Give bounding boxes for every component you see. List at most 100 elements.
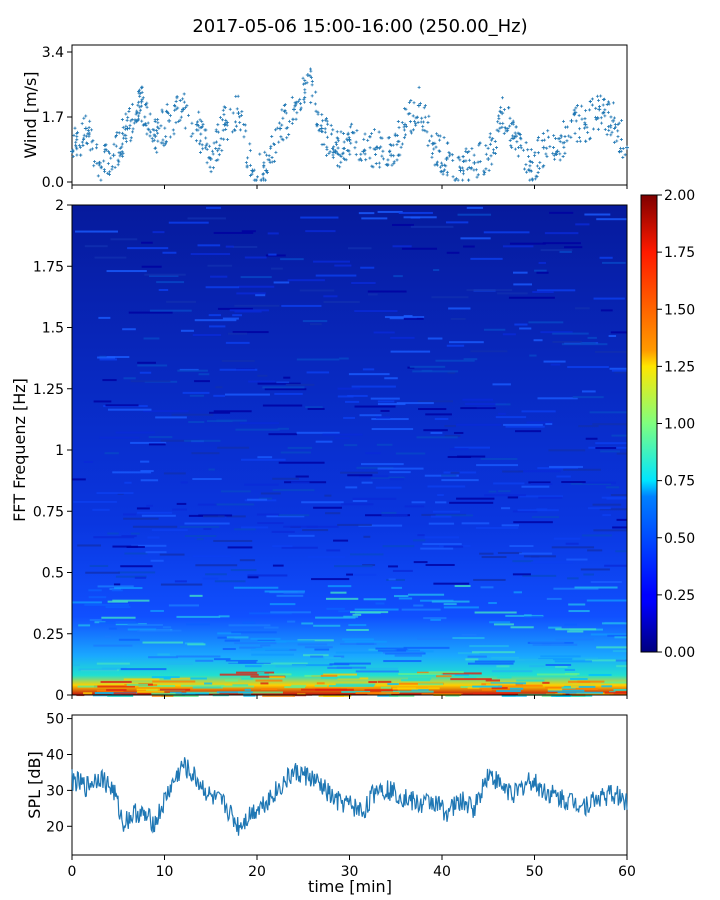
wind-texture-point <box>97 161 101 165</box>
spectrogram-streak <box>599 256 613 259</box>
spectrogram-streak <box>502 333 516 336</box>
spectrogram-streak <box>112 545 139 548</box>
wind-texture-point <box>409 131 413 135</box>
wind-texture-point <box>504 127 508 131</box>
spectrogram-streak <box>553 537 581 540</box>
spectrogram-streak <box>607 634 627 637</box>
spectrogram-streak <box>205 286 240 289</box>
spectrogram-streak <box>382 651 424 654</box>
spectrogram-streak <box>568 610 590 613</box>
spectrogram-streak <box>577 680 605 683</box>
spectrogram-streak <box>104 452 119 455</box>
wind-texture-point <box>90 147 94 151</box>
wind-texture-point <box>209 170 213 174</box>
wind-texture-point <box>349 141 353 145</box>
spectrogram-streak <box>540 331 573 334</box>
wind-texture-point <box>228 107 232 111</box>
wind-texture-point <box>609 123 613 127</box>
spectrogram-streak <box>408 593 445 596</box>
spectrogram-streak <box>270 267 283 270</box>
spectrogram-streak <box>470 350 508 353</box>
spectrogram-streak <box>217 636 235 639</box>
spectrogram-streak <box>616 452 627 455</box>
wind-texture-point <box>103 170 107 174</box>
spectrogram-streak <box>230 569 257 572</box>
wind-texture-point <box>133 118 137 122</box>
spectrogram-streak <box>123 678 160 681</box>
wind-data-point <box>305 72 310 77</box>
spectrogram-streak <box>563 468 601 471</box>
spectrogram-streak <box>530 482 553 485</box>
spectrogram-streak <box>606 497 627 500</box>
wind-texture-point <box>341 152 345 156</box>
spectrogram-streak <box>512 271 528 274</box>
wind-texture-point <box>445 173 449 177</box>
spectrogram-streak <box>536 673 577 676</box>
wind-texture-point <box>201 147 205 151</box>
spectrogram-streak <box>457 213 492 216</box>
spectrogram-streak <box>594 350 627 353</box>
spectrogram-streak <box>460 407 496 410</box>
spectrogram-streak <box>224 679 239 682</box>
spectrogram-streak <box>334 437 350 440</box>
wind-texture-point <box>386 163 390 167</box>
wind-texture-point <box>107 172 111 176</box>
wind-texture-point <box>331 153 335 157</box>
wind-texture-point <box>584 109 588 113</box>
wind-texture-point <box>428 139 432 143</box>
wind-texture-point <box>338 165 342 169</box>
spectrogram-streak <box>502 470 524 473</box>
wind-texture-point <box>461 169 465 173</box>
wind-texture-point <box>461 172 465 176</box>
spectrogram-streak <box>433 582 470 585</box>
spl-x-tick-label: 0 <box>68 864 77 880</box>
spectrogram-streak <box>214 503 255 506</box>
spectrogram-streak <box>127 624 163 627</box>
wind-texture-point <box>451 158 455 162</box>
wind-texture-point <box>614 125 618 129</box>
spectrogram-streak <box>256 661 274 664</box>
spectrogram-streak <box>581 390 596 393</box>
wind-texture-point <box>425 130 429 134</box>
wind-texture-point <box>444 164 448 168</box>
wind-texture-point <box>184 106 188 110</box>
wind-texture-point <box>509 144 513 148</box>
spectrogram-streak <box>428 522 455 525</box>
spectrogram-streak <box>270 611 311 614</box>
wind-texture-point <box>467 165 471 169</box>
wind-texture-point <box>117 131 121 135</box>
wind-texture-point <box>551 151 555 155</box>
spectrogram-streak <box>136 688 160 691</box>
wind-texture-point <box>474 168 478 172</box>
colorbar-tick-label: 1.50 <box>664 302 695 318</box>
wind-texture-point <box>156 139 160 143</box>
spectrogram-streak <box>159 553 185 556</box>
wind-texture-point <box>207 155 211 159</box>
spectrogram-streak <box>105 404 139 407</box>
spectrogram-streak <box>538 496 563 499</box>
wind-texture-point <box>255 175 259 179</box>
spectrogram-streak <box>450 471 460 474</box>
spectrogram-streak <box>297 643 328 646</box>
wind-texture-point <box>601 103 605 107</box>
spectrogram-streak <box>346 628 369 631</box>
spectrogram-streak <box>194 319 237 322</box>
wind-texture-point <box>320 113 324 117</box>
wind-texture-point <box>419 120 423 124</box>
wind-texture-point <box>500 125 504 129</box>
wind-texture-point <box>347 136 351 140</box>
wind-texture-point <box>426 144 430 148</box>
wind-texture-point <box>513 147 517 151</box>
spectrogram-streak <box>444 425 456 428</box>
spectrogram-streak <box>322 433 363 436</box>
wind-texture-point <box>423 104 427 108</box>
spectrogram-streak <box>300 216 339 219</box>
wind-texture-point <box>172 132 176 136</box>
spectrogram-streak <box>352 497 397 500</box>
wind-texture-point <box>342 140 346 144</box>
wind-texture-point <box>112 142 116 146</box>
wind-texture-point <box>151 139 155 143</box>
spectrogram-streak <box>112 471 152 474</box>
spectrogram-streak <box>365 452 381 455</box>
wind-texture-point <box>465 167 469 171</box>
